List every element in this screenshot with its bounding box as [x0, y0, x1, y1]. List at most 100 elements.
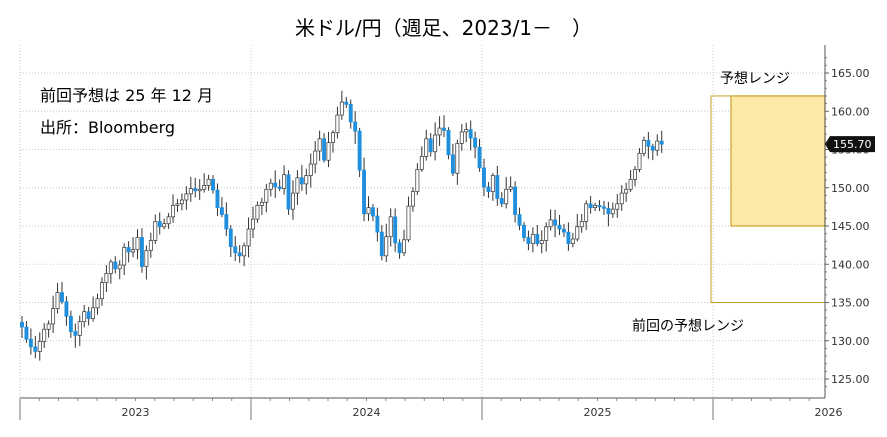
candle-body [24, 326, 29, 340]
candle-body [517, 214, 522, 226]
candle-body [579, 221, 584, 228]
candle-body [122, 247, 127, 266]
candle-body [433, 134, 438, 153]
candle-body [655, 140, 660, 151]
y-tick-label: 140.00 [831, 258, 870, 271]
candle-body [455, 143, 460, 174]
candle-body [317, 138, 322, 152]
candle-body [566, 231, 571, 244]
candle-body [597, 204, 602, 208]
forecast-range: 予想レンジ [720, 71, 826, 227]
candle-body [291, 192, 295, 210]
candle-body [535, 234, 540, 244]
candle-body [468, 129, 473, 139]
candle-body [184, 193, 189, 201]
candle-body [46, 323, 51, 330]
candle-body [64, 301, 69, 317]
candle-body [33, 346, 38, 352]
candle-body [495, 175, 500, 199]
candle-body [562, 228, 566, 233]
candle-body [437, 127, 442, 136]
candle-body [397, 242, 402, 254]
candle-body [299, 177, 304, 185]
candle-body [415, 169, 420, 192]
x-tick-label: 2025 [584, 406, 612, 419]
candle-body [157, 221, 162, 228]
last-value-tag [825, 136, 875, 153]
candle-body [20, 322, 24, 328]
candle-body [95, 298, 100, 309]
candle-body [539, 240, 544, 244]
axes: 125.00 130.00 135.00 140.00 145.00 150.00 155.… [19, 45, 875, 420]
candle-body [175, 203, 180, 206]
candle-body [211, 178, 215, 191]
forecast-note: 前回予想は 25 年 12 月 [40, 86, 214, 105]
candles [20, 90, 664, 361]
candle-body [482, 167, 486, 188]
forecast-range-box [730, 95, 826, 227]
candle-body [575, 226, 580, 240]
candle-body [366, 207, 371, 215]
candle-body [82, 311, 87, 322]
candle-body [606, 208, 611, 215]
candle-body [237, 252, 242, 257]
candle-body [348, 104, 353, 123]
candle-body [570, 238, 575, 244]
y-tick-label: 150.00 [831, 182, 870, 195]
previous-range-label: 前回の予想レンジ [632, 318, 744, 335]
x-tick-label: 2023 [122, 406, 150, 419]
candle-body [339, 101, 344, 116]
candle-body [73, 331, 78, 336]
candle-body [641, 139, 646, 154]
candle-body [308, 163, 313, 176]
candle-body [166, 216, 171, 225]
y-tick-label: 165.00 [831, 67, 870, 80]
candle-body [522, 224, 526, 238]
candle-body [86, 311, 91, 319]
candle-body [477, 146, 482, 169]
candle-body [504, 188, 509, 205]
candle-body [410, 191, 415, 207]
source-note: 出所：Bloomberg [40, 118, 176, 137]
candle-body [286, 174, 291, 210]
candle-body [402, 239, 406, 254]
candle-body [113, 261, 118, 270]
candle-body [322, 138, 327, 161]
candle-body [28, 338, 33, 348]
candle-body [384, 236, 389, 257]
candle-body [601, 206, 606, 209]
candle-body [162, 223, 167, 228]
candle-body [193, 188, 198, 192]
candle-body [490, 175, 495, 192]
candle-body [646, 139, 651, 147]
candle-body [353, 121, 358, 132]
candle-body [295, 177, 300, 194]
forecast-range-label: 予想レンジ [720, 71, 790, 87]
candle-body [357, 130, 362, 171]
x-tick-label: 2026 [815, 406, 843, 419]
candle-body [544, 226, 549, 241]
last-value-label: 155.70 [833, 138, 872, 151]
candle-body [331, 132, 335, 143]
candle-body [277, 186, 282, 189]
candle-body [202, 185, 207, 190]
candle-body [144, 250, 149, 267]
candle-body [304, 175, 309, 185]
candle-body [464, 129, 469, 133]
candle-body [179, 199, 184, 205]
y-tick-label: 145.00 [831, 220, 870, 233]
candle-body [197, 188, 202, 192]
candle-body [268, 182, 273, 190]
candle-body [628, 178, 633, 190]
candle-body [251, 218, 255, 230]
candle-body [370, 207, 375, 217]
candle-body [375, 215, 380, 233]
y-tick-label: 135.00 [831, 297, 870, 310]
y-tick-label: 130.00 [831, 335, 870, 348]
candle-body [51, 308, 56, 325]
candle-body [273, 182, 278, 188]
candle-body [219, 207, 224, 215]
candle-body [335, 114, 340, 134]
y-tick-label: 160.00 [831, 105, 870, 118]
candle-body [362, 169, 367, 215]
